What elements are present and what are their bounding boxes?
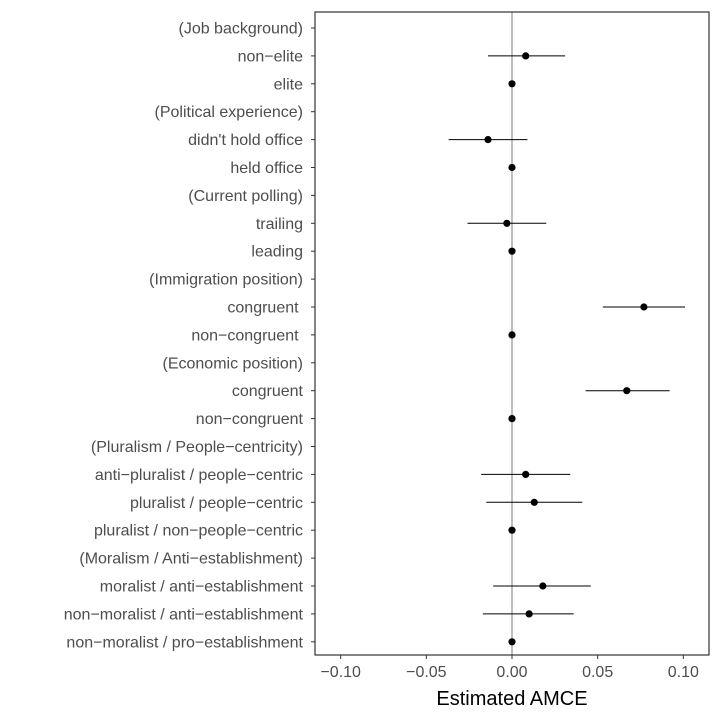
- y-group-header-label: (Immigration position): [149, 272, 303, 289]
- y-category-label: non−congruent: [191, 327, 303, 344]
- estimate-point: [508, 331, 516, 339]
- estimate-point: [503, 219, 511, 227]
- y-group-header-label: (Current polling): [188, 188, 303, 205]
- y-category-label: pluralist / non−people−centric: [94, 523, 303, 540]
- estimate-point: [640, 303, 648, 311]
- y-group-header-label: (Job background): [178, 21, 303, 38]
- y-category-label: non−elite: [238, 48, 303, 65]
- y-category-label: congruent: [227, 300, 303, 317]
- x-tick-label: 0.00: [496, 664, 527, 681]
- estimate-point: [508, 526, 516, 534]
- y-category-label: non−moralist / pro−establishment: [66, 634, 303, 651]
- y-category-label: leading: [251, 244, 303, 261]
- y-category-label: held office: [230, 160, 303, 177]
- y-category-label: trailing: [256, 216, 303, 233]
- estimate-point: [508, 163, 516, 172]
- estimate-point: [508, 247, 516, 255]
- estimate-point: [522, 52, 530, 60]
- estimate-point: [539, 582, 547, 590]
- y-category-label: elite: [274, 76, 303, 93]
- y-group-header-label: (Economic position): [163, 355, 304, 372]
- estimate-point: [508, 415, 516, 423]
- plot-panel-border: [314, 11, 710, 656]
- y-category-label: didn't hold office: [188, 132, 303, 149]
- y-category-label: moralist / anti−establishment: [100, 579, 304, 596]
- x-tick-label: 0.10: [668, 664, 699, 681]
- y-group-header-label: (Moralism / Anti−establishment): [79, 551, 303, 568]
- y-group-header-label: (Pluralism / People−centricity): [91, 439, 303, 456]
- estimate-point: [508, 80, 516, 88]
- estimate-point: [623, 387, 631, 395]
- y-group-header-label: (Political experience): [154, 104, 303, 121]
- estimate-point: [525, 610, 533, 618]
- x-tick-label: −0.05: [406, 664, 447, 681]
- y-category-label: non−congruent: [196, 411, 304, 428]
- x-axis-title: Estimated AMCE: [436, 688, 587, 710]
- estimate-point: [508, 638, 516, 646]
- estimate-point: [522, 470, 530, 478]
- y-category-label: pluralist / people−centric: [130, 495, 303, 512]
- y-category-label: anti−pluralist / people−centric: [95, 467, 303, 484]
- estimate-point: [484, 136, 492, 144]
- y-category-label: congruent: [232, 383, 304, 400]
- estimate-point: [530, 498, 538, 506]
- y-category-label: non−moralist / anti−establishment: [64, 606, 304, 623]
- x-tick-label: 0.05: [582, 664, 613, 681]
- x-tick-label: −0.10: [320, 664, 361, 681]
